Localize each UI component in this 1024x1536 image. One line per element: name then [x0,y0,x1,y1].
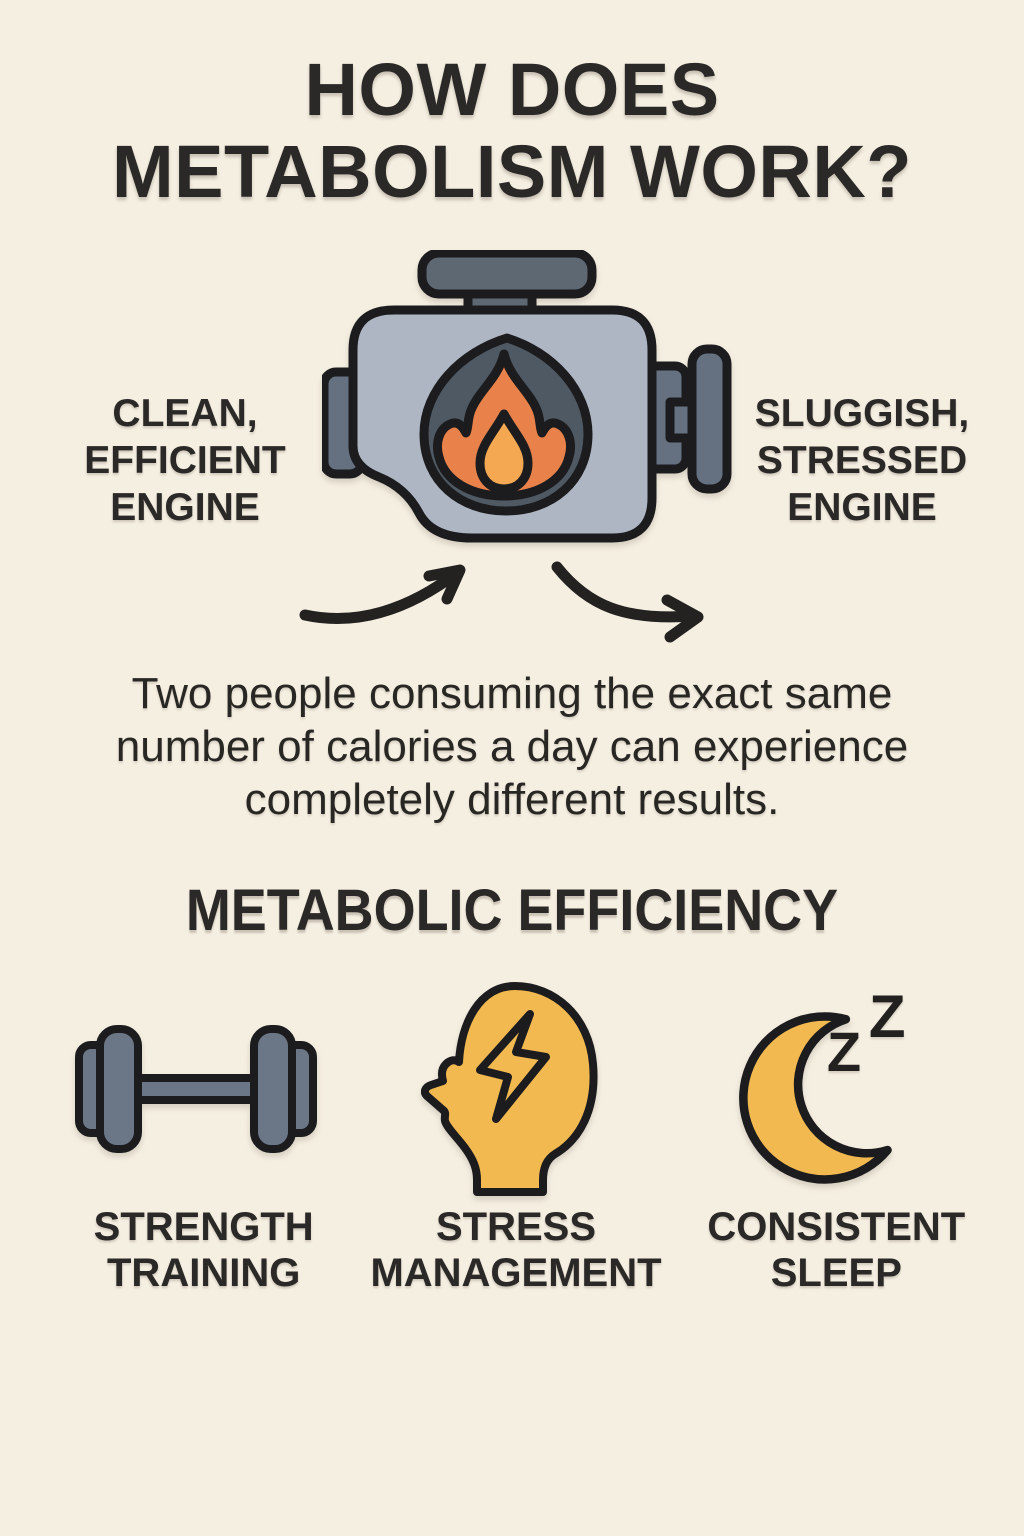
lightning-bolt-icon [475,1010,550,1123]
consistent-sleep-label: CONSISTENT SLEEP [666,1204,1007,1296]
factor-label-line: STRESS [435,1205,597,1249]
dumbbell-inner-plate-right [249,1025,296,1153]
sleep-z-large: Z [868,983,906,1050]
sluggish-engine-label: SLUGGISH, STRESSED ENGINE [702,390,1022,531]
description-line: number of calories a day can experience [115,722,909,771]
engine-cap [417,250,597,299]
factor-label-line: SLEEP [770,1251,902,1295]
sluggish-engine-label-line: ENGINE [787,486,937,529]
flame-inner [475,409,533,494]
clean-engine-label-line: ENGINE [110,486,260,529]
section-heading: METABOLIC EFFICIENCY [185,878,839,943]
stress-management-label: STRESS MANAGEMENT [345,1204,686,1296]
clean-engine-label-line: EFFICIENT [84,439,286,482]
strength-training-icon-cell [25,980,366,1198]
factor-label-line: STRENGTH [93,1205,314,1249]
sleep-moon-icon: Z Z [735,984,920,1194]
page-title: HOW DOES METABOLISM WORK? [0,49,1024,213]
engine-right-bar [687,344,732,494]
factor-label-line: MANAGEMENT [370,1251,662,1295]
description-text: Two people consuming the exact same numb… [0,667,1024,826]
engine-flame-icon [322,250,732,543]
crescent-moon-icon [738,1012,892,1184]
factor-label-line: CONSISTENT [707,1205,966,1249]
clean-engine-label: CLEAN, EFFICIENT ENGINE [25,390,345,531]
consistent-sleep-icon-cell: Z Z [657,980,998,1198]
dumbbell-inner-plate-left [95,1025,142,1153]
factor-label-line: TRAINING [107,1251,301,1295]
sluggish-engine-label-line: SLUGGISH, [754,392,970,435]
stress-management-icon-cell [339,980,680,1198]
description-line: Two people consuming the exact same [131,669,893,718]
clean-engine-label-line: CLEAN, [112,392,258,435]
curved-arrows [299,561,704,643]
arrow-up-icon [299,564,466,625]
arrow-down-icon [551,561,704,643]
stressed-head-icon [420,982,598,1196]
dumbbell-bar [119,1074,272,1104]
factor-labels-row: STRENGTH TRAINING STRESS MANAGEMENT CONS… [0,1204,1024,1296]
title-line-1: HOW DOES [304,48,720,131]
sleep-z-small: Z [826,1020,862,1083]
title-line-2: METABOLISM WORK? [112,130,912,213]
sluggish-engine-label-line: STRESSED [756,439,968,482]
dumbbell-icon [74,1025,317,1153]
strength-training-label: STRENGTH TRAINING [33,1204,374,1296]
factor-icons-row: Z Z [0,980,1024,1198]
description-line: completely different results. [244,775,780,824]
